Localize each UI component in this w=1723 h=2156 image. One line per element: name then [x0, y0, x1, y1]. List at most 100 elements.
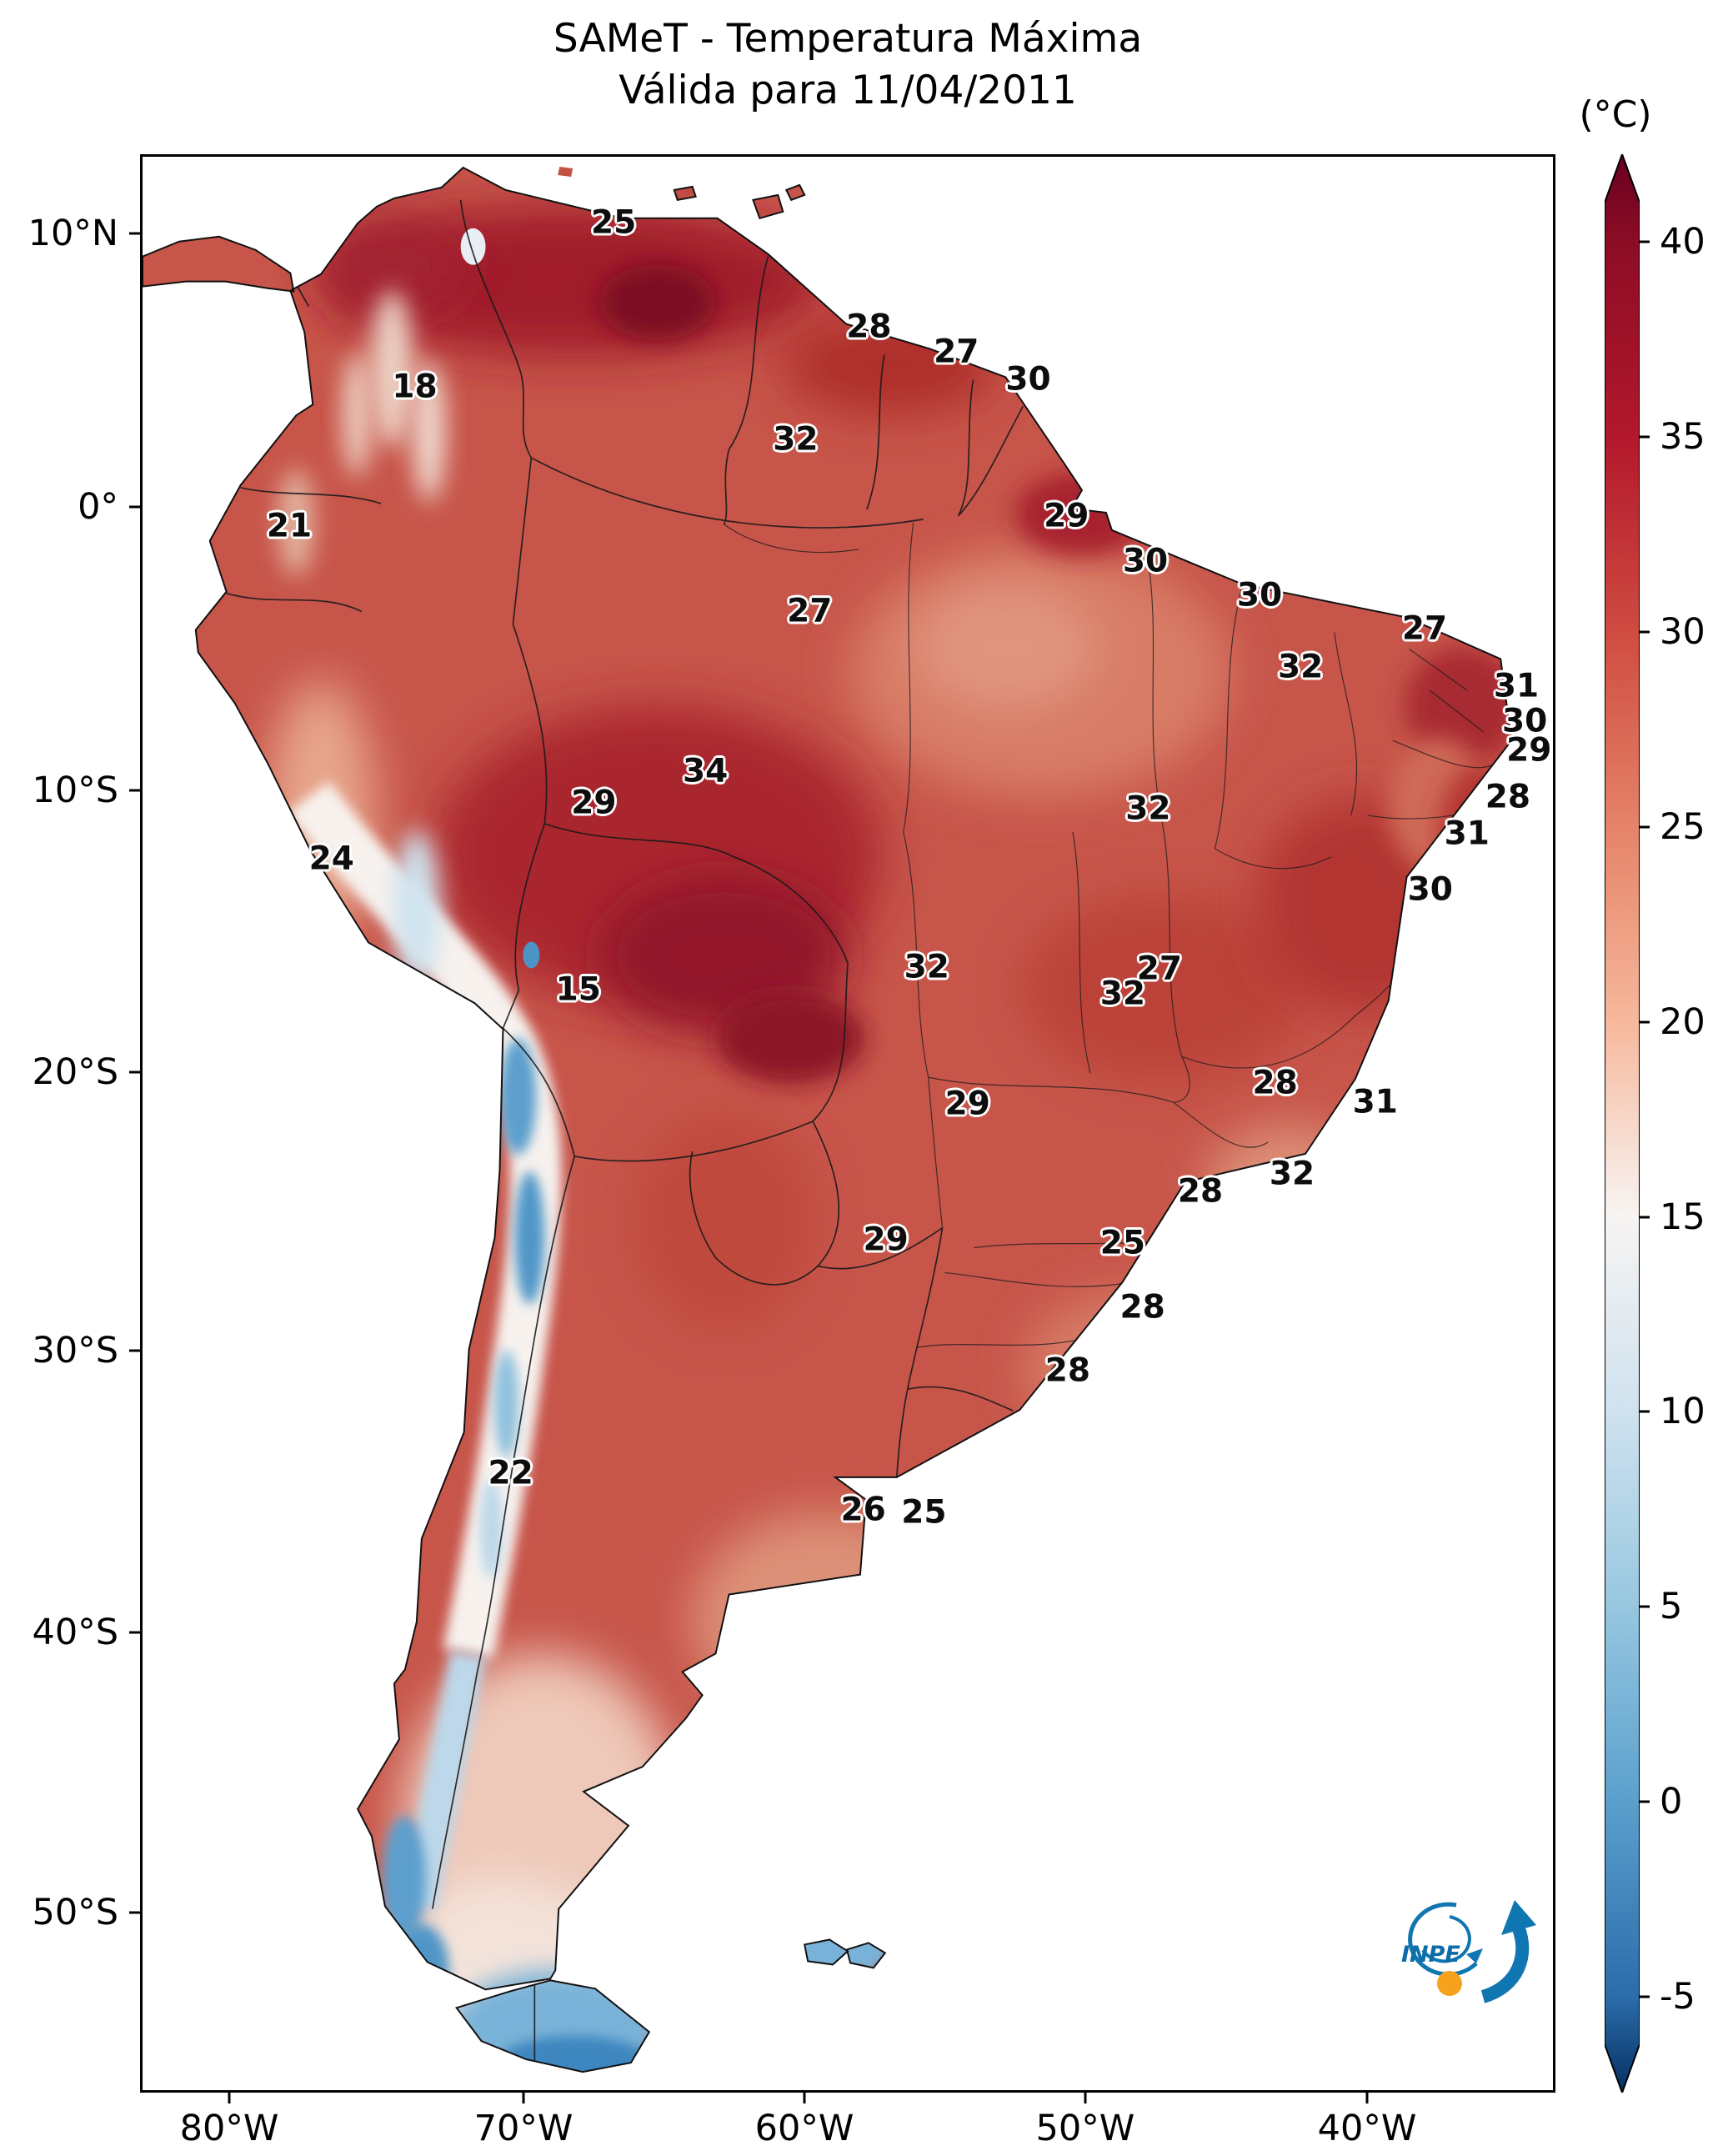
- lat-tick-label: 40°S: [32, 1612, 118, 1654]
- colorbar-tick-label: 30: [1660, 610, 1705, 653]
- temperature-label: 29: [1506, 731, 1552, 770]
- temperature-label: 29: [944, 1085, 990, 1123]
- temperature-label: 30: [1005, 360, 1051, 399]
- colorbar-gradient: [1604, 152, 1640, 2095]
- lat-tick-mark: [129, 1070, 140, 1074]
- temperature-label: 30: [1122, 542, 1169, 580]
- coastline-outline: [143, 166, 1513, 2073]
- inpe-logo: INPE: [1376, 1887, 1553, 2030]
- temperature-label: 34: [682, 752, 729, 790]
- latitude-axis: 10°N 0° 10°S 20°S 30°S 40°S 50°S: [0, 154, 125, 2093]
- temperature-label: 29: [571, 784, 617, 822]
- lat-tick-label: 20°S: [32, 1050, 118, 1093]
- logo-swirl-arrowhead-icon: [1466, 1948, 1483, 1963]
- lat-tick-mark: [129, 1349, 140, 1352]
- state-borders: [724, 522, 1493, 1348]
- temperature-label: 27: [787, 592, 833, 630]
- temperature-label: 24: [308, 840, 354, 878]
- colorbar-body: [1604, 152, 1640, 2095]
- lake-titicaca: [523, 941, 540, 969]
- title-line-2: Válida para 11/04/2011: [619, 68, 1077, 113]
- temperature-label: 29: [863, 1221, 909, 1259]
- lon-tick-mark: [803, 2093, 806, 2103]
- temperature-label: 31: [1493, 667, 1540, 705]
- colorbar-tick-label: 40: [1660, 221, 1705, 263]
- temperature-labels-layer: 25 28 27 30 18 32 29 21 30 30 27 27 32 31 30 29 34 29 32 28…: [143, 157, 1553, 2090]
- temperature-label: 27: [1136, 950, 1183, 988]
- colorbar-unit-label: (°C): [1579, 93, 1652, 136]
- figure-title: SAMeT - Temperatura Máxima Válida para 1…: [140, 13, 1555, 117]
- temperature-label: 28: [1485, 778, 1530, 816]
- temperature-label: 25: [901, 1493, 947, 1532]
- colorbar-tick-mark: [1640, 825, 1650, 829]
- lat-tick-label: 50°S: [32, 1892, 118, 1933]
- lat-tick-mark: [129, 505, 140, 509]
- inpe-logo-graphic: INPE: [1401, 1900, 1536, 2003]
- colorbar-tick-mark: [1640, 1216, 1650, 1219]
- temperature-label: 30: [1502, 702, 1548, 740]
- lat-tick-label: 0°: [78, 485, 118, 528]
- temperature-label: 32: [1099, 975, 1146, 1013]
- country-borders: [226, 199, 1024, 2067]
- colorbar-tick-mark: [1640, 240, 1650, 243]
- longitude-tick-marks: [140, 2093, 1555, 2103]
- colorbar-tick-label: 5: [1660, 1586, 1683, 1628]
- lat-tick-label: 30°S: [32, 1329, 118, 1371]
- lon-tick-label: 80°W: [179, 2108, 279, 2149]
- temperature-label: 15: [555, 970, 601, 1009]
- temperature-label: 25: [1099, 1224, 1146, 1262]
- temperature-label: 25: [590, 203, 637, 242]
- temperature-label: 27: [934, 333, 979, 371]
- lon-tick-mark: [1365, 2093, 1369, 2103]
- lat-tick-label: 10°S: [32, 770, 118, 812]
- temperature-label: 30: [1236, 576, 1283, 614]
- colorbar-tick-label: 35: [1660, 415, 1705, 458]
- lat-tick-label: 10°N: [28, 213, 118, 255]
- temperature-label: 31: [1444, 815, 1490, 853]
- temperature-label: 31: [1352, 1083, 1398, 1121]
- logo-arrow-curve: [1480, 1923, 1530, 2003]
- lon-tick-label: 60°W: [754, 2108, 854, 2149]
- inpe-logo-text: INPE: [1401, 1942, 1460, 1968]
- colorbar-tick-mark: [1640, 435, 1650, 439]
- temperature-label: 22: [488, 1454, 533, 1492]
- lon-tick-label: 50°W: [1035, 2108, 1135, 2149]
- temperature-label: 32: [1125, 790, 1171, 827]
- colorbar-tick-mark: [1640, 630, 1650, 634]
- lon-tick-label: 70°W: [473, 2108, 573, 2149]
- temperature-label: 32: [1269, 1155, 1315, 1193]
- lat-tick-mark: [129, 1631, 140, 1634]
- temperature-label: 28: [1252, 1064, 1298, 1102]
- lat-tick-mark: [129, 1911, 140, 1914]
- temperature-label: 30: [1407, 870, 1453, 909]
- lat-tick-mark: [129, 232, 140, 235]
- temperature-label: 28: [846, 308, 892, 346]
- south-america-temperature-map: [143, 166, 1513, 2073]
- temperature-label: 26: [840, 1491, 886, 1529]
- lake-maracaibo: [460, 228, 486, 265]
- colorbar-tick-label: 25: [1660, 805, 1705, 848]
- temperature-label: 27: [1401, 609, 1448, 648]
- logo-orange-dot: [1437, 1971, 1462, 1996]
- longitude-axis: 80°W 70°W 60°W 50°W 40°W: [140, 2104, 1555, 2153]
- logo-swirl-inner: [1421, 1915, 1471, 1963]
- title-line-1: SAMeT - Temperatura Máxima: [553, 16, 1143, 62]
- colorbar-tick-mark: [1640, 1800, 1650, 1803]
- colorbar: 40 35 30 25 20 15 10 5 0 -5: [1604, 152, 1705, 2095]
- temperature-label: 28: [1044, 1351, 1091, 1390]
- colorbar-tick-label: -5: [1660, 1976, 1695, 2018]
- colorbar-tick-label: 20: [1660, 1000, 1705, 1043]
- lat-tick-mark: [129, 789, 140, 792]
- latitude-tick-marks: [129, 154, 140, 2093]
- lon-tick-mark: [522, 2093, 525, 2103]
- colorbar-tick-mark: [1640, 1410, 1650, 1413]
- temperature-label: 18: [392, 368, 438, 406]
- temperature-label: 32: [773, 420, 819, 459]
- temperature-label: 28: [1177, 1172, 1224, 1211]
- temperature-label: 21: [266, 507, 313, 545]
- colorbar-tick-mark: [1640, 1995, 1650, 1998]
- map-plot-area: 25 28 27 30 18 32 29 21 30 30 27 27 32 31 30 29 34 29 32 28…: [140, 154, 1555, 2093]
- colorbar-tick-mark: [1640, 1020, 1650, 1024]
- logo-arrow-head-icon: [1501, 1900, 1536, 1935]
